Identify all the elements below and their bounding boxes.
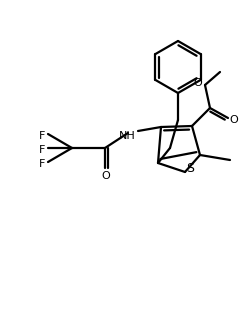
Text: F: F — [39, 145, 45, 155]
Text: F: F — [39, 159, 45, 169]
Text: NH: NH — [119, 131, 136, 141]
Text: O: O — [230, 115, 238, 125]
Text: S: S — [186, 163, 194, 176]
Text: F: F — [39, 131, 45, 141]
Text: O: O — [194, 78, 202, 88]
Text: O: O — [102, 171, 110, 181]
